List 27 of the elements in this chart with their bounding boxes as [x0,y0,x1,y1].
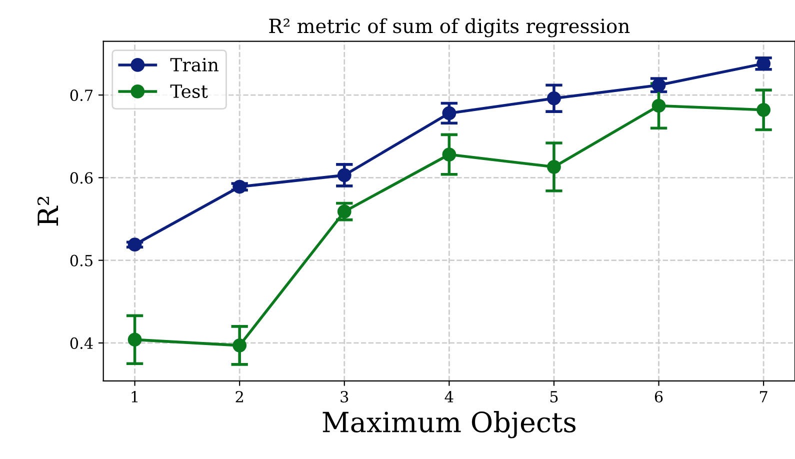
x-tick-label: 5 [550,391,558,403]
point [128,332,142,347]
point [652,98,666,113]
y-tick-label: 0.7 [70,89,93,102]
point [547,91,561,106]
point [232,180,247,194]
point [442,148,456,162]
point [128,238,142,252]
x-tick-label: 7 [760,391,768,402]
x-tick-label: 2 [236,390,243,402]
y-tick-label: 0.6 [70,172,93,184]
point [232,338,247,352]
y-tick-label: 0.4 [70,337,93,349]
legend-label: Train [170,58,218,72]
point [337,168,352,182]
point [756,102,771,117]
x-tick-label: 3 [340,390,348,403]
legend-label: Test [170,84,208,98]
x-axis-title: Maximum Objects [322,411,576,438]
x-tick-label: 6 [654,390,663,403]
y-tick-label: 0.5 [70,254,92,266]
y-axis-title: R² [37,196,58,226]
chart-title: R² metric of sum of digits regression [269,18,630,38]
point [547,160,561,174]
x-tick-label: 1 [132,390,138,402]
x-tick-label: 4 [444,390,454,402]
point [442,106,456,120]
